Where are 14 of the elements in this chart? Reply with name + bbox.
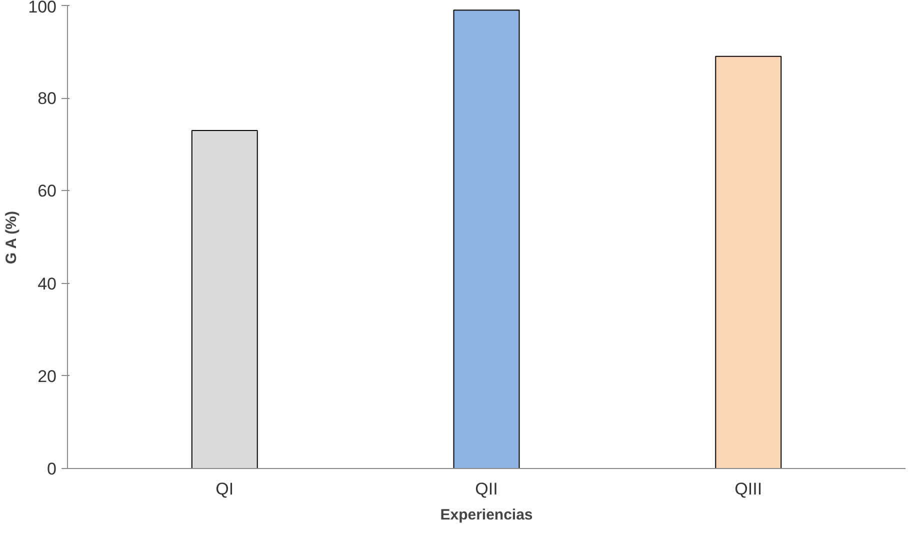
y-axis-title: G A (%) [3,211,20,264]
y-tick-label: 100 [28,0,57,16]
y-tick-label: 20 [38,366,57,386]
y-tick-label: 80 [38,89,57,108]
y-tick-label: 60 [38,182,57,201]
x-tick-label: QII [475,480,498,498]
x-tick-label: QI [216,480,234,498]
x-axis-title: Experiencias [440,506,533,524]
bar [191,130,258,468]
y-tick-label: 40 [38,274,57,294]
x-tick-label: QIII [734,480,762,498]
y-tick-label: 0 [47,460,57,478]
bar [715,56,782,468]
bar [453,10,520,468]
